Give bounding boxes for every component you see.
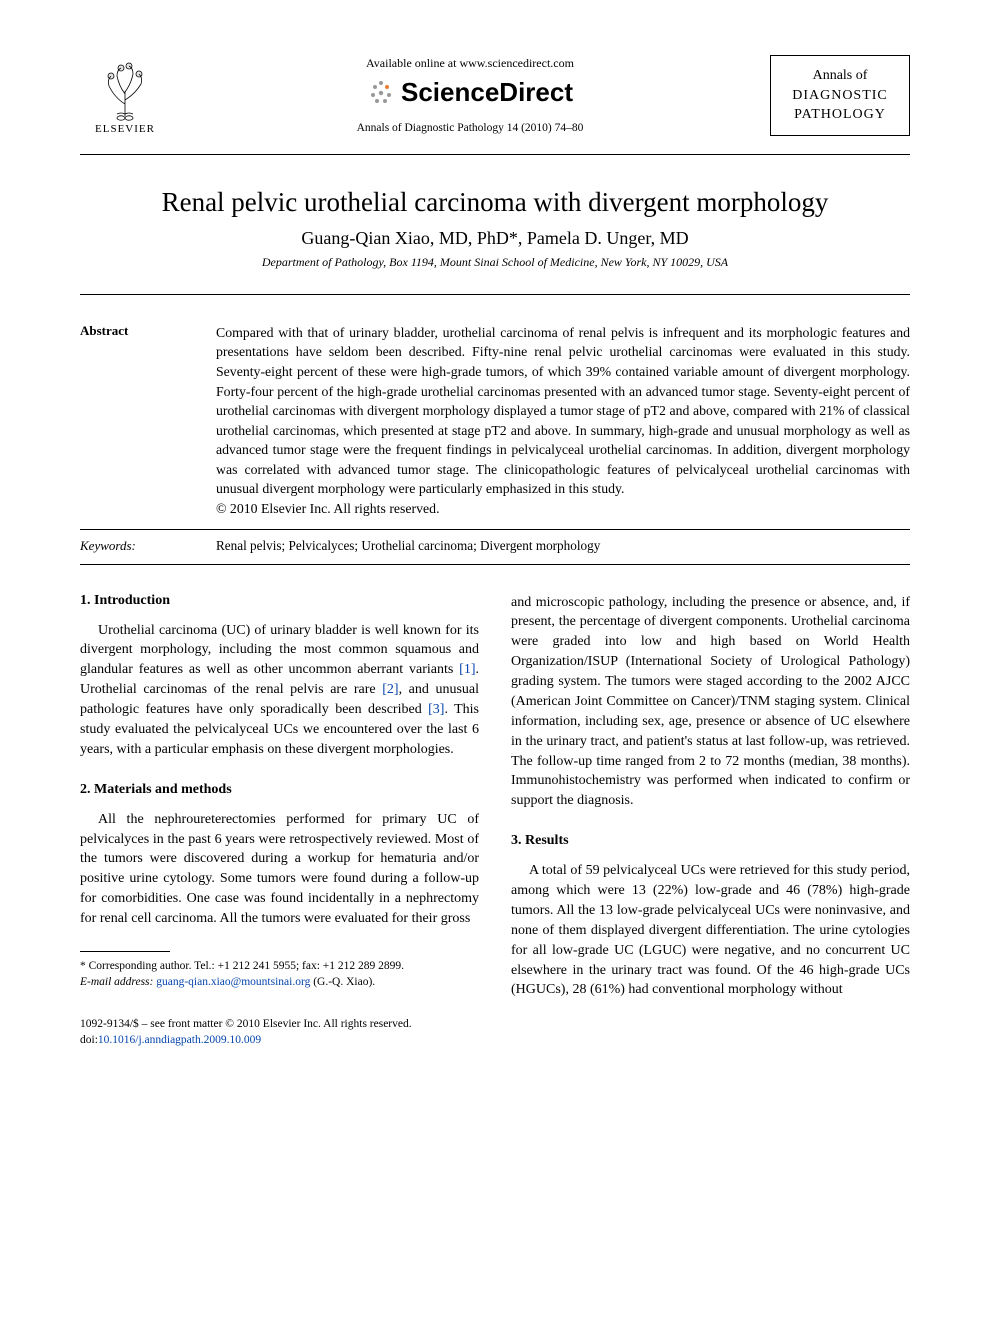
intro-paragraph: Urothelial carcinoma (UC) of urinary bla… (80, 621, 479, 760)
email-link[interactable]: guang-qian.xiao@mountsinai.org (156, 976, 310, 988)
divider-rule (80, 294, 910, 295)
abstract-text: Compared with that of urinary bladder, u… (216, 323, 910, 519)
issn-line: 1092-9134/$ – see front matter © 2010 El… (80, 1016, 479, 1032)
body-columns: 1. Introduction Urothelial carcinoma (UC… (80, 593, 910, 1049)
divider-rule (80, 154, 910, 155)
abstract-body: Compared with that of urinary bladder, u… (216, 325, 910, 497)
footnote-corr-line: * Corresponding author. Tel.: +1 212 241… (80, 958, 479, 974)
journal-title-box: Annals of DIAGNOSTIC PATHOLOGY (770, 55, 910, 136)
section-head-methods: 2. Materials and methods (80, 782, 479, 798)
sciencedirect-burst-icon (367, 79, 395, 107)
keywords-row: Keywords: Renal pelvis; Pelvicalyces; Ur… (80, 530, 910, 564)
journal-line-3: PATHOLOGY (783, 105, 897, 125)
affiliation-line: Department of Pathology, Box 1194, Mount… (80, 255, 910, 270)
results-paragraph: A total of 59 pelvicalyceal UCs were ret… (511, 861, 910, 1000)
corresponding-author-footnote: * Corresponding author. Tel.: +1 212 241… (80, 958, 479, 990)
elsevier-logo: ELSEVIER (80, 56, 170, 135)
sciencedirect-wordmark: ScienceDirect (401, 77, 573, 108)
keywords-label: Keywords: (80, 538, 180, 554)
sciencedirect-logo: ScienceDirect (170, 77, 770, 108)
left-column: 1. Introduction Urothelial carcinoma (UC… (80, 593, 479, 1049)
text-span: Urothelial carcinoma (UC) of urinary bla… (80, 623, 479, 678)
abstract-row: Abstract Compared with that of urinary b… (80, 309, 910, 529)
paper-title: Renal pelvic urothelial carcinoma with d… (80, 187, 910, 218)
available-online-text: Available online at www.sciencedirect.co… (170, 56, 770, 71)
reference-link[interactable]: [3] (428, 702, 444, 717)
abstract-label: Abstract (80, 323, 180, 519)
keywords-text: Renal pelvis; Pelvicalyces; Urothelial c… (216, 538, 600, 554)
doi-line: doi:10.1016/j.anndiagpath.2009.10.009 (80, 1032, 479, 1048)
section-head-results: 3. Results (511, 833, 910, 849)
authors-line: Guang-Qian Xiao, MD, PhD*, Pamela D. Ung… (80, 228, 910, 249)
footnote-separator (80, 951, 170, 952)
journal-line-2: DIAGNOSTIC (783, 86, 897, 106)
right-column: and microscopic pathology, including the… (511, 593, 910, 1049)
elsevier-tree-icon (95, 56, 155, 121)
footer-copyright: 1092-9134/$ – see front matter © 2010 El… (80, 1016, 479, 1048)
page-container: ELSEVIER Available online at www.science… (0, 0, 990, 1088)
page-header: ELSEVIER Available online at www.science… (80, 55, 910, 136)
title-block: Renal pelvic urothelial carcinoma with d… (80, 187, 910, 270)
doi-link[interactable]: 10.1016/j.anndiagpath.2009.10.009 (98, 1034, 261, 1046)
doi-prefix: doi: (80, 1034, 98, 1046)
center-header: Available online at www.sciencedirect.co… (170, 56, 770, 134)
section-head-intro: 1. Introduction (80, 593, 479, 609)
abstract-block: Abstract Compared with that of urinary b… (80, 309, 910, 565)
email-person: (G.-Q. Xiao). (310, 976, 375, 988)
methods-paragraph-right: and microscopic pathology, including the… (511, 593, 910, 812)
elsevier-name: ELSEVIER (95, 123, 155, 135)
footnote-email-line: E-mail address: guang-qian.xiao@mountsin… (80, 974, 479, 990)
reference-link[interactable]: [2] (382, 682, 398, 697)
methods-paragraph-left: All the nephroureterectomies performed f… (80, 810, 479, 929)
divider-rule (80, 564, 910, 565)
citation-line: Annals of Diagnostic Pathology 14 (2010)… (170, 122, 770, 134)
journal-line-1: Annals of (783, 66, 897, 86)
reference-link[interactable]: [1] (459, 662, 475, 677)
abstract-copyright: © 2010 Elsevier Inc. All rights reserved… (216, 501, 440, 516)
email-label: E-mail address: (80, 976, 153, 988)
